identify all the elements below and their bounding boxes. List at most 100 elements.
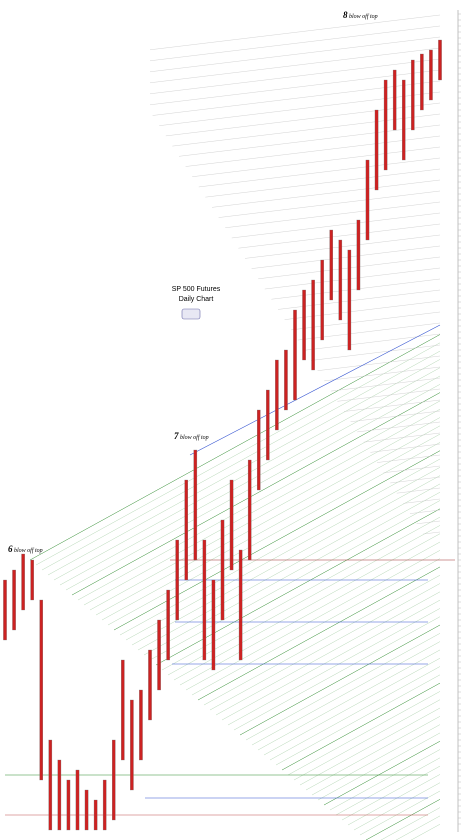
channel-line bbox=[380, 807, 441, 840]
range-bar bbox=[93, 799, 98, 831]
range-bar bbox=[39, 599, 44, 781]
range-bar bbox=[3, 579, 7, 641]
channel-line bbox=[203, 574, 441, 706]
channel-line bbox=[264, 267, 441, 290]
channel-line bbox=[198, 157, 441, 188]
channel-line bbox=[284, 300, 441, 320]
channel-line bbox=[271, 278, 441, 300]
channel-line bbox=[350, 410, 441, 422]
channel-line bbox=[211, 179, 441, 208]
channel-line bbox=[89, 417, 441, 611]
channel-line bbox=[137, 483, 441, 651]
channel-line bbox=[423, 531, 441, 535]
channel-line bbox=[101, 433, 441, 621]
channel-line bbox=[185, 550, 441, 691]
range-bar bbox=[30, 559, 34, 601]
channel-line bbox=[353, 782, 441, 831]
channel-line bbox=[251, 641, 441, 746]
annotation-text: blow off top bbox=[14, 547, 43, 554]
logo bbox=[181, 308, 201, 320]
channel-line bbox=[149, 36, 441, 72]
range-bar bbox=[302, 289, 306, 361]
range-bar bbox=[266, 389, 270, 461]
channel-line bbox=[269, 666, 441, 761]
range-bar bbox=[66, 779, 71, 831]
channel-line bbox=[329, 749, 441, 811]
channel-line bbox=[161, 516, 441, 671]
range-bar bbox=[247, 459, 252, 561]
channel-line bbox=[395, 815, 441, 840]
channel-line bbox=[293, 699, 441, 781]
annotation-text: blow off top bbox=[180, 434, 209, 441]
channel-line bbox=[149, 14, 441, 50]
channel-line bbox=[311, 724, 441, 796]
channel-line bbox=[233, 616, 441, 731]
channel-line bbox=[185, 135, 441, 167]
channel-line bbox=[178, 124, 441, 157]
channel-line bbox=[370, 443, 441, 453]
channel-line bbox=[209, 583, 441, 711]
range-bar bbox=[438, 39, 442, 81]
range-bar bbox=[420, 53, 424, 111]
channel-line bbox=[218, 190, 441, 218]
range-bar bbox=[411, 59, 415, 131]
channel-line bbox=[287, 691, 441, 776]
bars bbox=[3, 39, 442, 831]
channel-line bbox=[317, 355, 441, 371]
channel-line bbox=[257, 649, 441, 751]
range-bar bbox=[148, 649, 152, 721]
range-bar bbox=[275, 359, 279, 431]
range-bar bbox=[157, 619, 161, 691]
range-bar bbox=[130, 699, 134, 791]
range-bar bbox=[329, 229, 333, 301]
channel-line bbox=[29, 334, 441, 561]
channel-line bbox=[227, 608, 441, 726]
range-bar bbox=[392, 69, 397, 131]
channel-line bbox=[215, 591, 441, 716]
annotation-number: 8 bbox=[343, 10, 348, 20]
channel-line bbox=[291, 311, 441, 331]
channel-line bbox=[143, 491, 441, 656]
channel-line bbox=[95, 425, 441, 616]
channel-line bbox=[281, 682, 441, 771]
channel-line bbox=[71, 392, 441, 596]
channel-line bbox=[365, 799, 441, 840]
trend-lines bbox=[5, 14, 455, 840]
channel-line bbox=[47, 359, 441, 576]
channel-line bbox=[403, 498, 441, 504]
channel-line bbox=[390, 476, 441, 484]
channel-line bbox=[263, 657, 441, 756]
channel-line bbox=[221, 599, 441, 721]
channel-line bbox=[35, 342, 441, 566]
channel-line bbox=[149, 69, 441, 105]
channel-line bbox=[383, 465, 441, 473]
range-bar bbox=[48, 739, 53, 831]
range-bar bbox=[57, 759, 62, 831]
range-bar bbox=[383, 79, 388, 171]
price-ticks bbox=[458, 13, 461, 825]
channel-line bbox=[416, 520, 441, 525]
range-bar bbox=[229, 479, 234, 571]
range-bar bbox=[175, 539, 179, 621]
channel-line bbox=[77, 400, 441, 601]
range-bar bbox=[338, 239, 343, 321]
range-bar bbox=[211, 579, 216, 671]
level-line bbox=[189, 324, 441, 456]
channel-line bbox=[149, 58, 441, 94]
range-bar bbox=[293, 309, 297, 401]
channel-line bbox=[192, 146, 441, 177]
channel-line bbox=[197, 566, 441, 701]
range-bar bbox=[284, 349, 288, 411]
channel-line bbox=[359, 790, 441, 836]
channel-line bbox=[376, 454, 441, 463]
channel-line bbox=[337, 388, 441, 402]
range-bar bbox=[184, 479, 188, 581]
range-bar bbox=[311, 279, 315, 371]
channel-line bbox=[396, 487, 441, 494]
channel-line bbox=[323, 740, 441, 806]
range-bar bbox=[193, 449, 198, 561]
channel-line bbox=[191, 558, 441, 696]
channel-line bbox=[149, 47, 441, 83]
range-bar bbox=[102, 779, 107, 831]
